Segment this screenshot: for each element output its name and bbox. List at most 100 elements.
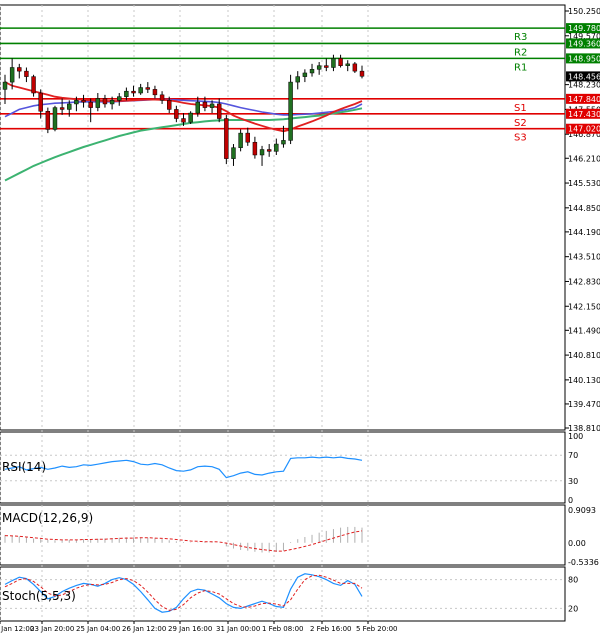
candle-body <box>102 98 108 105</box>
macd-tick-label: 0.00 <box>568 539 586 548</box>
time-tick-label: 22 Jan 12:00 <box>0 625 34 633</box>
stoch-tick-label: 80 <box>568 576 578 585</box>
candle-body <box>38 92 43 112</box>
price-tick-label: 142.830 <box>568 277 600 286</box>
time-tick-label: 29 Jan 16:00 <box>168 625 212 633</box>
pivot-level-labels: R3 149.780 R2 149.360 R1 148.950 S1 147.840 S2 14… <box>514 23 600 144</box>
time-tick-label: 2 Feb 16:00 <box>310 625 351 633</box>
candle-body <box>224 118 229 159</box>
level-name-s1: S1 <box>514 103 527 114</box>
candle-body <box>95 98 101 108</box>
price-tick-label: 144.190 <box>568 228 600 237</box>
stoch-main-line <box>4 573 363 613</box>
candle-body <box>159 94 165 101</box>
candle-body <box>138 87 143 94</box>
level-price-box <box>566 53 600 64</box>
rsi-panel <box>0 431 566 504</box>
candle-body <box>131 90 136 94</box>
macd-tick-label: -0.5336 <box>568 558 599 567</box>
candle-body <box>88 101 93 108</box>
candle-body <box>45 110 51 130</box>
rsi-tick-label: 0 <box>568 496 573 505</box>
candle-body <box>252 141 258 156</box>
candle-body <box>338 58 343 66</box>
candle-body <box>181 118 186 123</box>
level-price-box <box>566 123 600 134</box>
candlesticks <box>2 54 365 166</box>
time-tick-label: 31 Jan 00:00 <box>216 625 260 633</box>
candle-body <box>202 101 208 108</box>
time-tick-label: 5 Feb 20:00 <box>356 625 397 633</box>
rsi-tick-label: 30 <box>568 477 578 486</box>
stoch-panel <box>0 566 566 622</box>
candle-body <box>245 132 250 143</box>
level-price-box <box>566 93 600 104</box>
candle-body <box>81 100 86 103</box>
candle-body <box>188 112 193 123</box>
level-price-label: 147.430 <box>568 110 600 119</box>
price-panel <box>0 4 566 431</box>
candle-body <box>2 81 8 90</box>
price-tick-label: 146.210 <box>568 154 600 163</box>
candle-body <box>145 87 151 90</box>
rsi-tick-label: 70 <box>568 451 578 460</box>
stoch-label: Stoch(5,5,3) <box>2 589 76 603</box>
candle-body <box>59 107 65 110</box>
time-tick-label: 26 Jan 12:00 <box>122 625 166 633</box>
price-tick-label: 141.490 <box>568 326 600 335</box>
time-tick-label: 23 Jan 20:00 <box>30 625 74 633</box>
level-price-label: 147.020 <box>568 125 600 134</box>
candle-body <box>345 63 350 66</box>
level-name-r2: R2 <box>514 47 527 58</box>
level-price-box <box>566 23 600 34</box>
candle-body <box>266 149 272 152</box>
time-tick-label: 1 Feb 08:00 <box>262 625 303 633</box>
candle-body <box>295 76 300 83</box>
macd-indicator: 0.9093 0.00 -0.5336 <box>4 506 599 567</box>
candle-body <box>52 107 58 130</box>
candle-body <box>359 70 365 77</box>
candle-body <box>231 147 236 159</box>
candle-body <box>152 89 158 96</box>
pivot-levels <box>0 27 565 130</box>
candle-body <box>259 149 265 156</box>
level-name-s2: S2 <box>514 118 527 129</box>
candle-body <box>74 100 79 105</box>
candle-body <box>167 100 172 110</box>
price-tick-label: 146.870 <box>568 130 600 139</box>
candle-body <box>352 63 358 72</box>
price-tick-label: 140.810 <box>568 351 600 360</box>
candle-body <box>309 69 315 74</box>
price-tick-label: 139.470 <box>568 400 600 409</box>
price-tick-label: 150.250 <box>568 7 600 16</box>
candle-body <box>24 70 29 77</box>
macd-label: MACD(12,26,9) <box>2 511 93 525</box>
candle-body <box>238 132 243 148</box>
current-price-label: 148.456 <box>568 72 600 81</box>
current-price-box <box>566 71 600 82</box>
price-tick-label: 143.510 <box>568 253 600 262</box>
stoch-tick-label: 20 <box>568 604 578 613</box>
level-price-box <box>566 108 600 119</box>
candle-body <box>9 67 15 83</box>
candle-body <box>216 103 222 119</box>
price-tick-label: 145.530 <box>568 179 600 188</box>
price-tick-label: 142.150 <box>568 302 600 311</box>
candle-body <box>274 143 279 152</box>
ma-red-line <box>4 81 363 133</box>
candle-body <box>331 58 336 68</box>
price-tick-label: 144.850 <box>568 204 600 213</box>
price-tick-label: 140.130 <box>568 376 600 385</box>
macd-tick-label: 0.9093 <box>568 506 596 515</box>
level-name-s3: S3 <box>514 133 527 144</box>
rsi-line <box>4 456 363 479</box>
candle-body <box>109 100 115 105</box>
candle-body <box>31 76 36 94</box>
price-tick-label: 138.810 <box>568 424 600 433</box>
candle-body <box>316 65 322 70</box>
candle-body <box>17 67 22 72</box>
level-price-label: 149.360 <box>568 39 600 48</box>
level-price-box <box>566 38 600 49</box>
